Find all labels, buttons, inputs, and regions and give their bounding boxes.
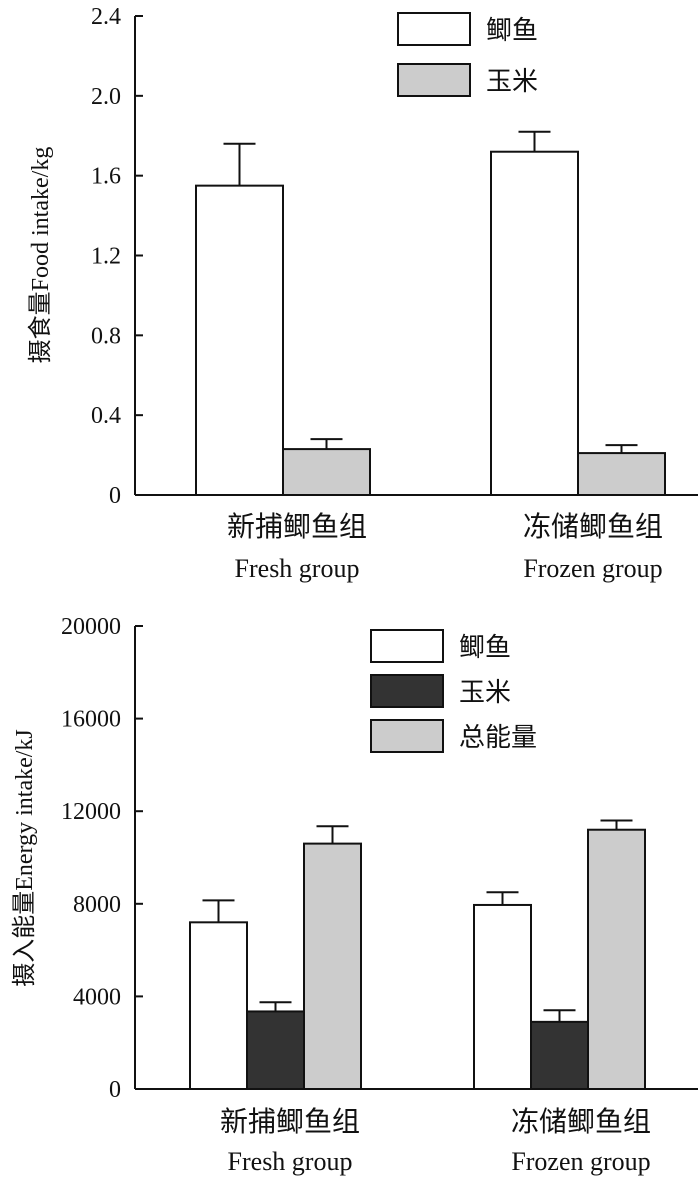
category-label-cn: 冻储鲫鱼组 bbox=[511, 1106, 651, 1138]
y-tick-label: 2.4 bbox=[91, 4, 121, 30]
category-label-en: Frozen group bbox=[523, 554, 662, 583]
bar-2-group-2 bbox=[530, 1020, 589, 1090]
y-axis-label: 摄食量Food intake/kg bbox=[27, 147, 54, 364]
bar-3-group-2 bbox=[587, 828, 646, 1090]
bar-3-group-1 bbox=[303, 842, 362, 1090]
legend-label-3: 总能量 bbox=[459, 723, 537, 752]
y-tick-label: 1.2 bbox=[91, 244, 121, 270]
y-tick-label: 20000 bbox=[61, 614, 121, 640]
y-axis-label: 摄入能量Energy intake/kJ bbox=[11, 729, 38, 987]
category-label-en: Frozen group bbox=[511, 1147, 650, 1176]
legend-label-2: 玉米 bbox=[486, 67, 538, 96]
bar-2-group-1 bbox=[282, 448, 371, 496]
chart-panel-1: 0 0.4 0.8 1.2 1.6 2.0 2.4 摄食量Food intake/kg 新捕鲫鱼… bbox=[27, 4, 698, 583]
y-tick-label: 0 bbox=[109, 483, 121, 509]
bar-1-group-1 bbox=[189, 921, 248, 1090]
legend-label-2: 玉米 bbox=[459, 678, 511, 707]
bar-1-group-1 bbox=[195, 184, 284, 496]
bar-2-group-2 bbox=[577, 452, 666, 496]
bar-1-group-2 bbox=[473, 903, 532, 1091]
y-tick-label: 12000 bbox=[61, 799, 121, 825]
legend-swatch-2 bbox=[397, 63, 471, 97]
category-label-cn: 新捕鲫鱼组 bbox=[227, 511, 367, 543]
y-tick-label: 0 bbox=[109, 1077, 121, 1103]
bar-2-group-1 bbox=[246, 1010, 305, 1091]
chart-panel-2: 0 4000 8000 12000 16000 20000 摄入能量Energy intak… bbox=[11, 614, 698, 1176]
category-label-cn: 冻储鲫鱼组 bbox=[523, 511, 663, 543]
category-label-cn: 新捕鲫鱼组 bbox=[220, 1106, 360, 1138]
y-tick-label: 4000 bbox=[73, 984, 121, 1010]
legend-swatch-1 bbox=[370, 629, 444, 663]
y-tick-label: 16000 bbox=[61, 707, 121, 733]
y-tick-label: 2.0 bbox=[91, 84, 121, 110]
legend-label-1: 鲫鱼 bbox=[486, 16, 538, 45]
y-tick-label: 0.8 bbox=[91, 323, 121, 349]
y-tick-label: 1.6 bbox=[91, 164, 121, 190]
category-label-en: Fresh group bbox=[228, 1147, 353, 1176]
legend-label-1: 鲫鱼 bbox=[459, 633, 511, 662]
bar-1-group-2 bbox=[490, 150, 579, 496]
y-tick-label: 8000 bbox=[73, 892, 121, 918]
category-label-en: Fresh group bbox=[235, 554, 360, 583]
legend-swatch-3 bbox=[370, 719, 444, 753]
legend-swatch-1 bbox=[397, 12, 471, 46]
legend-swatch-2 bbox=[370, 674, 444, 708]
y-tick-label: 0.4 bbox=[91, 403, 121, 429]
